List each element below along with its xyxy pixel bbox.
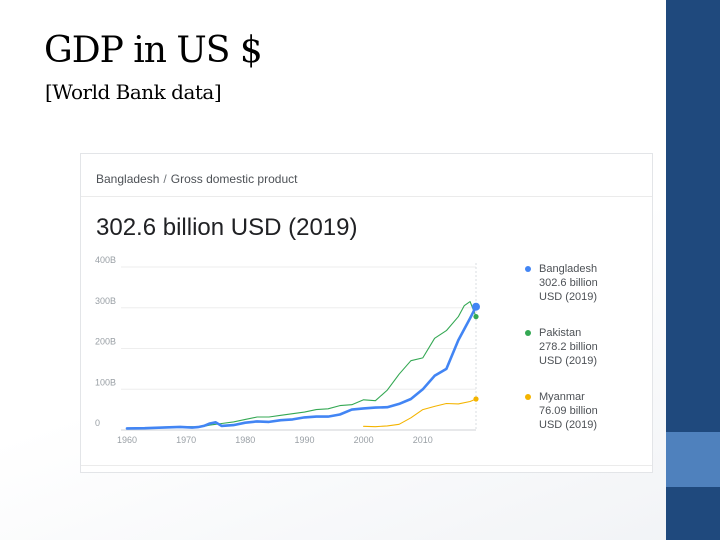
gdp-line-chart[interactable]: 0 100B 200B 300B 400B 1960 1970 1980 1990 2000 201… — [81, 154, 652, 472]
y-tick-label-400B: 400B — [95, 255, 116, 265]
breadcrumb-separator: / — [163, 172, 167, 186]
y-tick-label-0: 0 — [95, 418, 100, 428]
card-bottom-edge — [81, 465, 652, 472]
y-tick-label-200B: 200B — [95, 337, 116, 347]
series-endpoint-bangladesh[interactable] — [472, 302, 480, 311]
chart-legend: Bangladesh 302.6 billion USD (2019) Pakista… — [525, 262, 645, 454]
legend-text-pakistan-0: Pakistan — [539, 327, 582, 339]
x-tick-label-2010: 2010 — [413, 435, 433, 445]
breadcrumb-country[interactable]: Bangladesh — [96, 172, 160, 186]
legend-text-pakistan-1: 278.2 billion — [539, 341, 598, 353]
series-line-bangladesh[interactable] — [125, 305, 478, 430]
breadcrumb-indicator: Gross domestic product — [170, 172, 298, 186]
breadcrumb-divider — [81, 196, 652, 197]
headline-value: 302.6 billion USD (2019) — [96, 214, 358, 241]
legend-text-bangladesh-1: 302.6 billion — [539, 277, 598, 289]
legend-dot-myanmar — [525, 394, 531, 400]
legend-text-myanmar-1: 76.09 billion — [539, 405, 598, 417]
legend-dot-bangladesh — [525, 266, 531, 272]
x-tick-label-2000: 2000 — [354, 435, 374, 445]
series-endpoint-pakistan[interactable] — [473, 314, 479, 320]
y-tick-label-100B: 100B — [95, 377, 116, 387]
x-tick-label-1990: 1990 — [294, 435, 314, 445]
legend-text-pakistan-2: USD (2019) — [539, 355, 598, 367]
legend-text-bangladesh-2: USD (2019) — [539, 291, 598, 303]
gdp-card: Bangladesh / Gross domestic product 302.6 … — [80, 153, 653, 473]
slide-title: GDP in US $ — [44, 30, 263, 71]
slide-subtitle: [World Bank data] — [45, 80, 222, 104]
y-tick-label-300B: 300B — [95, 296, 116, 306]
legend-dot-pakistan — [525, 330, 531, 336]
legend-text-myanmar-0: Myanmar — [539, 391, 585, 403]
legend-text-bangladesh-0: Bangladesh — [539, 263, 598, 275]
series-endpoint-myanmar[interactable] — [473, 396, 479, 402]
breadcrumb: Bangladesh / Gross domestic product — [96, 172, 297, 186]
slide-right-bar-accent — [666, 432, 720, 487]
legend-item-myanmar[interactable]: Myanmar 76.09 billion USD (2019) — [525, 390, 645, 432]
legend-text-myanmar-2: USD (2019) — [539, 419, 598, 431]
legend-item-bangladesh[interactable]: Bangladesh 302.6 billion USD (2019) — [525, 262, 645, 304]
x-tick-label-1970: 1970 — [176, 435, 196, 445]
x-tick-label-1980: 1980 — [235, 435, 255, 445]
legend-item-pakistan[interactable]: Pakistan 278.2 billion USD (2019) — [525, 326, 645, 368]
x-tick-label-1960: 1960 — [117, 435, 137, 445]
series-line-myanmar[interactable] — [363, 398, 477, 428]
